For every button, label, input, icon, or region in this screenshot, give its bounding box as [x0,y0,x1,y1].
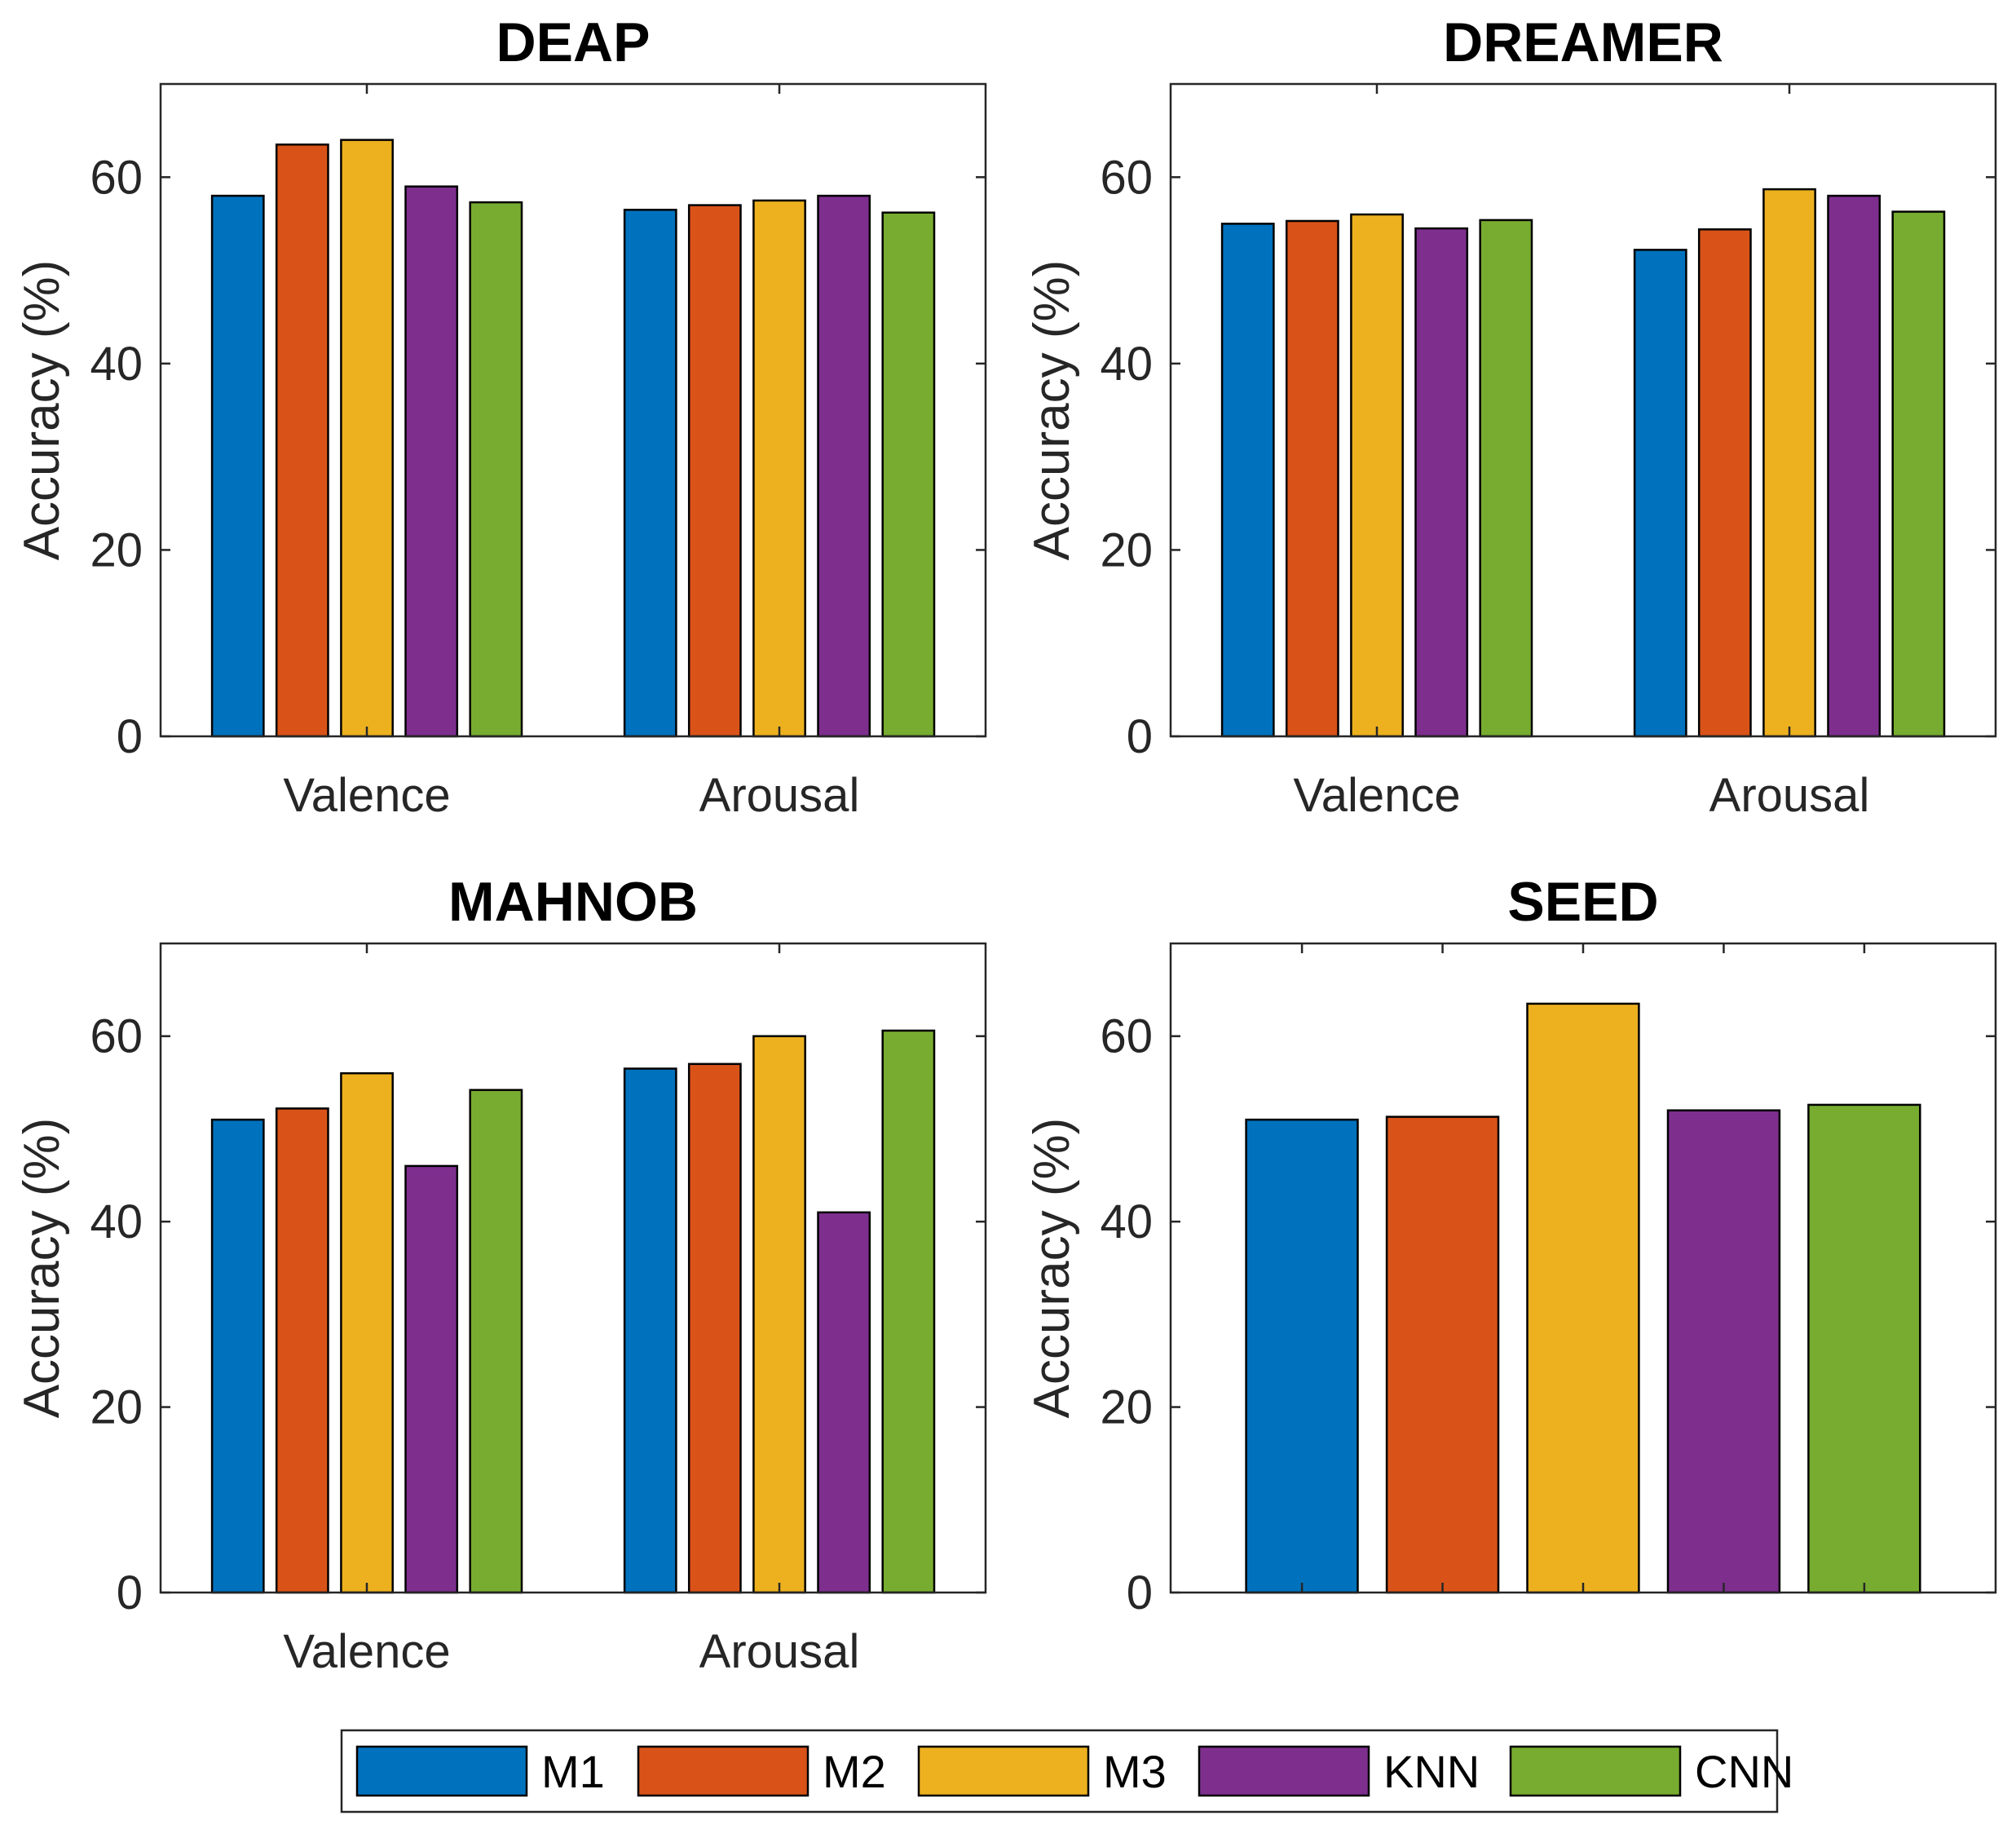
axes-box [159,942,987,1594]
y-tick-label: 60 [1100,1010,1153,1063]
bar-knn-valence [404,185,459,738]
x-tick-label-arousal: Arousal [699,769,860,822]
legend-swatch-cnn [1509,1745,1682,1797]
y-axis-label: Accuracy (%) [14,1118,70,1419]
x-tick-label-valence: Valence [1293,769,1460,822]
chart-title: MAHNOB [448,871,698,933]
axes-box [159,82,987,738]
bar-m2-valence [275,1107,329,1594]
bar-cnn-valence [469,201,523,738]
bar-m3-arousal [752,199,806,738]
y-tick-label: 60 [1100,151,1153,204]
bar-m2-all [1385,1116,1500,1594]
y-tick-label: 40 [1100,1195,1153,1248]
bar-m1-arousal [1633,249,1687,738]
legend-label-knn: KNN [1383,1746,1480,1797]
bar-m3-arousal [752,1035,806,1594]
bar-knn-valence [404,1164,459,1594]
y-tick-label: 0 [117,710,143,763]
panel-dreamer: 0 20 40 60 Valence Arousal DREAMER Accuracy (%) [1024,11,1997,822]
y-tick-label: 0 [1127,1566,1153,1619]
y-axis-label: Accuracy (%) [1024,260,1080,561]
panel-deap: 0 20 40 60 Valence Arousal DEAP Accuracy (%) [14,11,987,822]
y-tick-label: 40 [90,1195,143,1248]
y-tick-label: 20 [1100,524,1153,577]
bar-cnn-arousal [881,1029,936,1594]
bar-knn-arousal [817,194,871,738]
bar-knn-valence [1414,227,1469,738]
y-tick-label: 60 [90,151,143,204]
y-axis-label: Accuracy (%) [1024,1118,1080,1419]
y-tick-label: 20 [1100,1381,1153,1434]
x-tick-label-valence: Valence [283,769,450,822]
panel-mahnob: 0 20 40 60 Valence Arousal MAHNOB Accuracy (%) [14,871,987,1678]
bar-cnn-valence [469,1089,523,1594]
chart-title: DREAMER [1443,11,1723,73]
bar-m1-arousal [623,1067,677,1594]
x-tick-label-arousal: Arousal [1709,769,1870,822]
y-tick-label: 40 [90,338,143,391]
bar-cnn-arousal [1891,210,1946,738]
bar-knn-all [1666,1109,1781,1594]
y-tick-label: 20 [90,1381,143,1434]
bar-m3-valence [340,1071,394,1594]
panel-seed: 0 20 40 60 SEED Accuracy (%) [1024,871,1997,1619]
legend: M1 M2 M3 KNN CNN [340,1729,1793,1814]
axes-box [1169,942,1997,1594]
bar-m2-valence [275,144,329,738]
bar-m1-valence [1220,223,1275,738]
bar-knn-arousal [817,1211,871,1594]
bar-m1-valence [210,194,265,738]
legend-swatch-m3 [917,1745,1090,1797]
bar-knn-arousal [1827,194,1881,738]
bar-m3-valence [340,139,394,738]
x-tick-label-arousal: Arousal [699,1625,860,1678]
bar-cnn-arousal [881,211,936,738]
bar-m3-all [1526,1002,1640,1594]
bar-m2-arousal [687,204,742,738]
y-tick-label: 40 [1100,338,1153,391]
legend-swatch-knn [1198,1745,1370,1797]
bar-m2-valence [1285,219,1339,738]
bar-m1-valence [210,1118,265,1594]
bar-m1-all [1245,1118,1359,1594]
legend-label-m1: M1 [541,1746,605,1797]
legend-label-cnn: CNN [1695,1746,1793,1797]
y-tick-label: 0 [1127,710,1153,763]
y-tick-label: 60 [90,1010,143,1063]
bar-cnn-all [1807,1103,1921,1594]
bar-m2-arousal [1697,228,1752,738]
bar-m3-arousal [1762,188,1816,738]
bar-m3-valence [1350,213,1404,738]
bar-m1-arousal [623,209,677,738]
legend-swatch-m2 [637,1745,809,1797]
axes-box [1169,82,1997,738]
chart-title: SEED [1507,871,1658,933]
bar-cnn-valence [1479,219,1533,738]
x-tick-label-valence: Valence [283,1625,450,1678]
bar-m2-arousal [687,1062,742,1594]
chart-title: DEAP [496,11,651,73]
y-tick-label: 0 [117,1566,143,1619]
legend-label-m2: M2 [823,1746,886,1797]
y-tick-label: 20 [90,524,143,577]
legend-swatch-m1 [355,1745,528,1797]
legend-label-m3: M3 [1103,1746,1167,1797]
y-axis-label: Accuracy (%) [14,260,70,561]
